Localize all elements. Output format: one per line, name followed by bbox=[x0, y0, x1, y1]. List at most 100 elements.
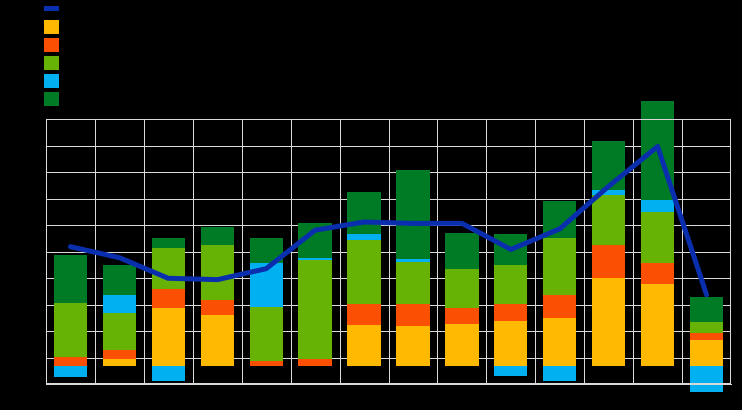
bar-segment-yellow-green bbox=[640, 212, 675, 264]
gridline-vertical bbox=[291, 119, 292, 384]
bar-segment-dark-green bbox=[347, 191, 381, 235]
bar-segment-amber bbox=[494, 320, 528, 367]
bar-segment-cyan bbox=[298, 257, 332, 261]
gridline-vertical bbox=[682, 119, 683, 384]
gridline-vertical bbox=[437, 119, 438, 384]
gridline-vertical bbox=[633, 119, 634, 384]
bar-segment-yellow-green bbox=[53, 302, 88, 357]
bar-segment-cyan bbox=[53, 366, 88, 378]
bar-segment-yellow-green bbox=[592, 194, 626, 246]
bar-segment-cyan bbox=[102, 294, 137, 313]
bar-segment-amber bbox=[151, 308, 185, 367]
bar-column[interactable] bbox=[640, 101, 675, 384]
gridline-horizontal bbox=[46, 331, 731, 332]
bar-segment-yellow-green bbox=[249, 307, 283, 361]
bar-column[interactable] bbox=[151, 119, 185, 384]
bar-segment-amber bbox=[640, 283, 675, 367]
bar-segment-orange bbox=[249, 360, 283, 367]
legend-orange-marker-icon bbox=[44, 38, 59, 52]
gridline-vertical bbox=[95, 119, 96, 384]
gridline-horizontal bbox=[46, 358, 731, 359]
gridline-vertical bbox=[340, 119, 341, 384]
bar-segment-yellow-green bbox=[200, 245, 234, 301]
bar-segment-amber bbox=[347, 324, 381, 367]
bar-segment-yellow-green bbox=[494, 264, 528, 305]
bar-column[interactable] bbox=[53, 119, 88, 384]
bar-column[interactable] bbox=[543, 119, 577, 384]
gridline-vertical bbox=[242, 119, 243, 384]
bar-column[interactable] bbox=[200, 119, 234, 384]
bar-segment-cyan bbox=[396, 259, 430, 262]
bar-segment-dark-green bbox=[689, 297, 724, 323]
bar-segment-orange bbox=[592, 245, 626, 279]
bar-column[interactable] bbox=[347, 119, 381, 384]
bar-column[interactable] bbox=[592, 119, 626, 384]
legend-yellowgreen-marker-icon bbox=[44, 56, 59, 70]
bar-segment-orange bbox=[689, 333, 724, 341]
bar-segment-cyan bbox=[640, 200, 675, 213]
bar-segment-dark-green bbox=[200, 227, 234, 246]
bar-segment-dark-green bbox=[53, 254, 88, 303]
bar-segment-yellow-green bbox=[396, 261, 430, 305]
bar-segment-orange bbox=[396, 304, 430, 327]
bar-segment-yellow-green bbox=[347, 239, 381, 305]
bar-segment-amber bbox=[445, 323, 479, 367]
gridline-vertical bbox=[193, 119, 194, 384]
bar-segment-dark-green bbox=[151, 238, 185, 249]
chart-legend bbox=[44, 0, 304, 112]
bar-segment-dark-green bbox=[543, 201, 577, 239]
bar-segment-orange bbox=[53, 356, 88, 367]
gridline-vertical bbox=[486, 119, 487, 384]
bar-column[interactable] bbox=[494, 119, 528, 384]
bar-segment-dark-green bbox=[249, 238, 283, 264]
legend-cyan-marker-icon bbox=[44, 74, 59, 88]
bar-column[interactable] bbox=[396, 119, 430, 384]
bar-segment-yellow-green bbox=[689, 322, 724, 334]
legend-line-marker-icon bbox=[44, 6, 59, 11]
bar-column[interactable] bbox=[298, 119, 332, 384]
bar-segment-cyan bbox=[689, 366, 724, 393]
bar-segment-dark-green bbox=[640, 101, 675, 201]
gridline-vertical bbox=[389, 119, 390, 384]
bar-segment-orange bbox=[640, 263, 675, 284]
gridline-vertical bbox=[535, 119, 536, 384]
bar-column[interactable] bbox=[445, 119, 479, 384]
bar-segment-yellow-green bbox=[445, 268, 479, 309]
bar-segment-orange bbox=[151, 289, 185, 309]
bar-segment-orange bbox=[102, 349, 137, 360]
bar-segment-cyan bbox=[543, 366, 577, 382]
bar-segment-amber bbox=[396, 326, 430, 367]
bar-segment-dark-green bbox=[396, 169, 430, 260]
bar-segment-orange bbox=[494, 304, 528, 321]
bar-segment-cyan bbox=[494, 366, 528, 376]
bar-segment-cyan bbox=[347, 234, 381, 240]
bar-segment-dark-green bbox=[445, 232, 479, 269]
bar-segment-orange bbox=[200, 300, 234, 316]
bar-segment-dark-green bbox=[494, 234, 528, 265]
bar-segment-orange bbox=[543, 294, 577, 319]
legend-darkgreen-marker-icon bbox=[44, 92, 59, 106]
plot-area bbox=[46, 101, 731, 393]
bar-segment-amber bbox=[543, 318, 577, 367]
bar-segment-cyan bbox=[151, 366, 185, 382]
bar-segment-amber bbox=[592, 278, 626, 367]
bar-segment-cyan bbox=[592, 190, 626, 195]
bar-segment-yellow-green bbox=[102, 312, 137, 350]
bar-column[interactable] bbox=[249, 119, 283, 384]
bar-segment-yellow-green bbox=[151, 248, 185, 290]
bar-segment-dark-green bbox=[592, 140, 626, 191]
bar-column[interactable] bbox=[689, 119, 724, 393]
bar-segment-orange bbox=[445, 308, 479, 324]
bar-column[interactable] bbox=[102, 119, 137, 384]
gridline-vertical bbox=[584, 119, 585, 384]
bar-segment-orange bbox=[298, 359, 332, 367]
bar-segment-cyan bbox=[249, 263, 283, 308]
legend-amber-marker-icon bbox=[44, 20, 59, 34]
bar-segment-dark-green bbox=[102, 264, 137, 295]
gridline-vertical bbox=[144, 119, 145, 384]
bar-segment-amber bbox=[689, 340, 724, 367]
bar-segment-yellow-green bbox=[543, 238, 577, 295]
bar-segment-yellow-green bbox=[298, 260, 332, 360]
x-axis-line bbox=[46, 384, 732, 385]
